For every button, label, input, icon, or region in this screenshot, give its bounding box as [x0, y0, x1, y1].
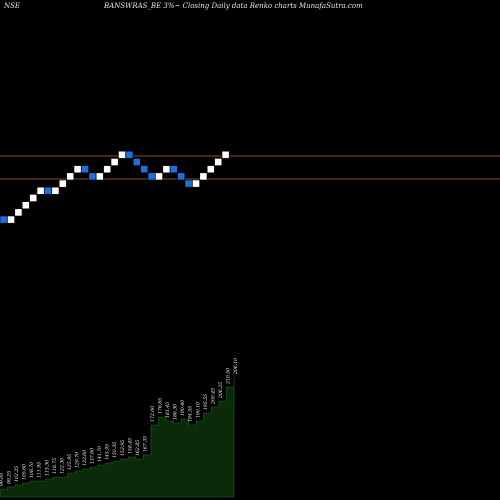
volume-label-15: 145.95	[105, 444, 111, 460]
renko-brick-3	[14, 208, 23, 217]
renko-brick-10	[66, 172, 75, 181]
volume-label-17: 153.95	[120, 440, 126, 456]
volume-label-6: 111.95	[37, 462, 43, 478]
renko-brick-16	[110, 158, 119, 166]
volume-label-9: 122.30	[59, 458, 65, 474]
renko-brick-20	[140, 165, 149, 174]
volume-label-13: 137.60	[90, 448, 96, 464]
volume-label-28: 195.55	[203, 394, 209, 410]
renko-brick-12	[81, 165, 89, 174]
volume-area	[0, 377, 235, 498]
volume-label-25: 190.40	[180, 400, 186, 416]
renko-brick-23	[162, 165, 171, 174]
volume-label-7: 115.30	[44, 460, 50, 476]
volume-label-11: 129.70	[74, 452, 80, 468]
renko-brick-24	[169, 165, 178, 174]
renko-brick-6	[36, 186, 45, 195]
renko-brick-11	[73, 165, 82, 174]
volume-label-19: 162.85	[135, 440, 141, 456]
renko-brick-8	[51, 186, 60, 195]
volume-label-18: 158.45	[127, 438, 133, 454]
renko-brick-15	[103, 165, 112, 174]
volume-label-8: 118.75	[52, 458, 58, 474]
volume-label-31: 210.50	[225, 368, 231, 385]
renko-brick-18	[125, 150, 134, 159]
volume-label-2: 99.25	[7, 471, 13, 484]
renko-brick-14	[95, 172, 104, 181]
volume-label-26: 194.55	[188, 406, 194, 422]
renko-brick-27	[192, 179, 200, 188]
renko-brick-9	[58, 179, 67, 188]
volume-label-12: 133.60	[82, 450, 88, 466]
volume-label-20: 167.35	[142, 436, 148, 452]
volume-label-22: 176.65	[158, 398, 164, 414]
volume-label-32: 206.10	[233, 358, 239, 375]
renko-brick-2	[7, 215, 15, 224]
renko-brick-19	[132, 158, 141, 166]
renko-brick-7	[44, 186, 52, 195]
renko-brick-29	[206, 165, 215, 174]
chart-title: BANSWRAS_BE 3%~ Closing Daily data Renko…	[104, 2, 363, 10]
exchange-label: NSE	[4, 2, 21, 10]
volume-label-29: 200.45	[210, 388, 216, 405]
renko-brick-31	[221, 150, 230, 159]
renko-brick-5	[29, 194, 38, 202]
renko-brick-25	[177, 172, 186, 181]
volume-label-21: 172.00	[150, 406, 156, 422]
volume-label-16: 150.35	[112, 442, 118, 458]
volume-label-3: 102.25	[14, 466, 20, 482]
renko-brick-30	[214, 158, 223, 166]
volume-label-10: 125.95	[67, 454, 73, 470]
volume-label-30: 206.25	[218, 382, 224, 399]
volume-label-14: 141.70	[97, 446, 103, 462]
renko-brick-13	[88, 172, 97, 181]
volume-label-4: 105.60	[22, 464, 28, 480]
renko-brick-22	[155, 172, 163, 181]
renko-brick-28	[199, 172, 208, 181]
volume-label-23: 181.45	[165, 402, 171, 418]
volume-label-5: 108.70	[29, 462, 35, 478]
volume-label-27: 190.10	[195, 402, 201, 418]
renko-brick-1	[0, 215, 8, 224]
renko-brick-17	[118, 150, 126, 159]
renko-brick-4	[21, 201, 30, 210]
renko-brick-26	[184, 179, 193, 188]
renko-brick-21	[147, 172, 156, 181]
volume-label-24: 186.30	[173, 404, 179, 420]
volume-label-1: 99.00	[0, 473, 5, 486]
